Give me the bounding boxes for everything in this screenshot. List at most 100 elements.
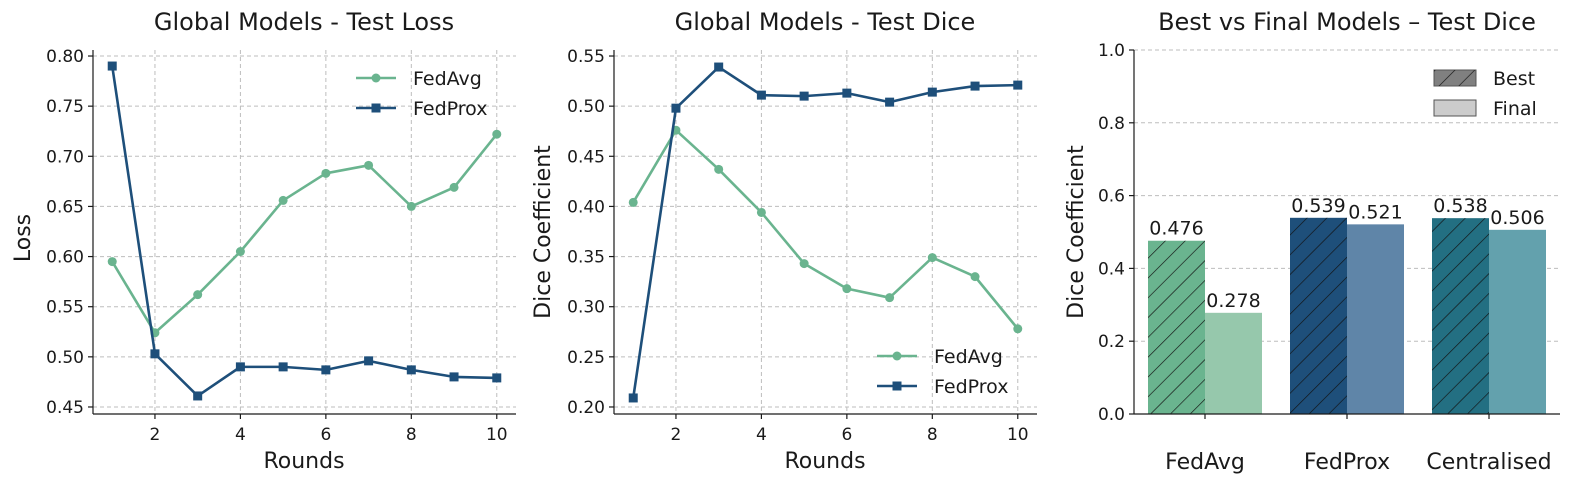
data-point [107, 257, 117, 267]
data-point [885, 293, 895, 303]
data-point [235, 247, 245, 257]
y-tick-label: 0.55 [46, 298, 84, 318]
y-axis-label: Dice Coefficient [531, 145, 556, 319]
y-tick-label: 0.25 [567, 348, 605, 368]
legend-label: Best [1493, 68, 1535, 90]
data-point [321, 365, 331, 375]
legend-marker [371, 73, 381, 83]
bar-hatch [1148, 240, 1205, 414]
x-axis-label: Rounds [784, 449, 865, 474]
legend-marker [371, 103, 381, 113]
data-point [970, 81, 980, 91]
data-point [107, 61, 117, 71]
data-point [671, 103, 681, 113]
y-axis-label: Loss [11, 214, 36, 262]
y-tick-label: 0.8 [1098, 114, 1125, 134]
data-point [193, 391, 203, 401]
data-point [628, 393, 638, 403]
bar-value-label: 0.506 [1490, 207, 1544, 229]
y-tick-label: 0.65 [46, 197, 84, 217]
best-vs-final-bar-chart: Best vs Final Models – Test Dice Dice Co… [1064, 8, 1560, 475]
y-tick-label: 0.6 [1098, 187, 1125, 207]
data-point [842, 284, 852, 294]
y-tick-label: 0.4 [1098, 259, 1125, 279]
data-point [970, 272, 980, 282]
dice-line-chart: Global Models - Test Dice Rounds Dice Co… [531, 8, 1037, 474]
x-axis-label: Rounds [263, 449, 344, 474]
y-tick-label: 0.60 [46, 248, 84, 268]
y-tick-label: 0.30 [567, 298, 605, 318]
y-tick-label: 0.80 [46, 47, 84, 67]
x-tick-label: 4 [235, 425, 246, 445]
chart-title: Best vs Final Models – Test Dice [1158, 8, 1536, 36]
data-point [449, 372, 459, 382]
bar-value-label: 0.521 [1348, 201, 1402, 223]
legend-label: FedProx [413, 98, 487, 120]
y-tick-label: 0.50 [567, 97, 605, 117]
y-tick-label: 1.0 [1098, 41, 1125, 61]
legend-label: FedProx [934, 376, 1008, 398]
series-line-fedavg [632, 128, 1019, 330]
data-point [927, 87, 937, 97]
x-tick-label: 10 [1007, 425, 1029, 445]
grid [93, 50, 516, 414]
bar-value-label: 0.476 [1149, 218, 1203, 240]
bar-hatch [1290, 217, 1347, 414]
data-point [492, 129, 502, 139]
y-tick-label: 0.2 [1098, 332, 1125, 352]
data-point [842, 88, 852, 98]
x-tick-label: 6 [320, 425, 331, 445]
data-point [193, 290, 203, 300]
data-point [235, 362, 245, 372]
data-point [1013, 80, 1023, 90]
x-tick-label: 2 [150, 425, 161, 445]
category-label: FedAvg [1165, 450, 1245, 475]
y-tick-label: 0.75 [46, 97, 84, 117]
y-tick-label: 0.40 [567, 197, 605, 217]
series-line-fedprox [631, 65, 1018, 399]
grid [614, 50, 1037, 414]
x-tick-label: 8 [406, 425, 417, 445]
data-point [321, 168, 331, 178]
series-line-fedavg [111, 133, 498, 335]
y-axis-label: Dice Coefficient [1064, 145, 1089, 319]
chart-title: Global Models - Test Dice [675, 8, 976, 36]
y-tick-label: 0.55 [567, 47, 605, 67]
y-tick-label: 0.35 [567, 248, 605, 268]
legend-swatch [1433, 99, 1477, 117]
x-tick-label: 4 [756, 425, 767, 445]
category-label: FedProx [1304, 450, 1390, 475]
legend-label: FedAvg [413, 68, 482, 90]
bar-value-label: 0.538 [1433, 195, 1487, 217]
data-point [799, 259, 809, 269]
legend-marker [892, 381, 902, 391]
data-point [364, 160, 374, 170]
series-line-fedprox [110, 65, 497, 398]
data-point [1013, 324, 1023, 334]
y-tick-label: 0.70 [46, 147, 84, 167]
y-tick-label: 0.20 [567, 398, 605, 418]
y-tick-label: 0.0 [1098, 405, 1125, 425]
bar-value-label: 0.539 [1291, 195, 1345, 217]
data-point [628, 197, 638, 207]
x-tick-label: 6 [841, 425, 852, 445]
data-point [714, 62, 724, 72]
bar-final [1347, 224, 1404, 414]
data-point [449, 182, 459, 192]
y-tick-label: 0.45 [567, 147, 605, 167]
legend-marker [892, 351, 902, 361]
data-point [278, 362, 288, 372]
data-point [756, 90, 766, 100]
bar-final [1489, 229, 1546, 414]
data-point [406, 201, 416, 211]
bar-value-label: 0.278 [1206, 290, 1260, 312]
y-tick-label: 0.50 [46, 348, 84, 368]
legend-label: FedAvg [934, 346, 1003, 368]
data-point [150, 349, 160, 359]
data-point [756, 207, 766, 217]
data-point [927, 253, 937, 263]
bar-hatch [1432, 218, 1489, 414]
chart-title: Global Models - Test Loss [154, 8, 454, 36]
category-label: Centralised [1426, 450, 1551, 475]
